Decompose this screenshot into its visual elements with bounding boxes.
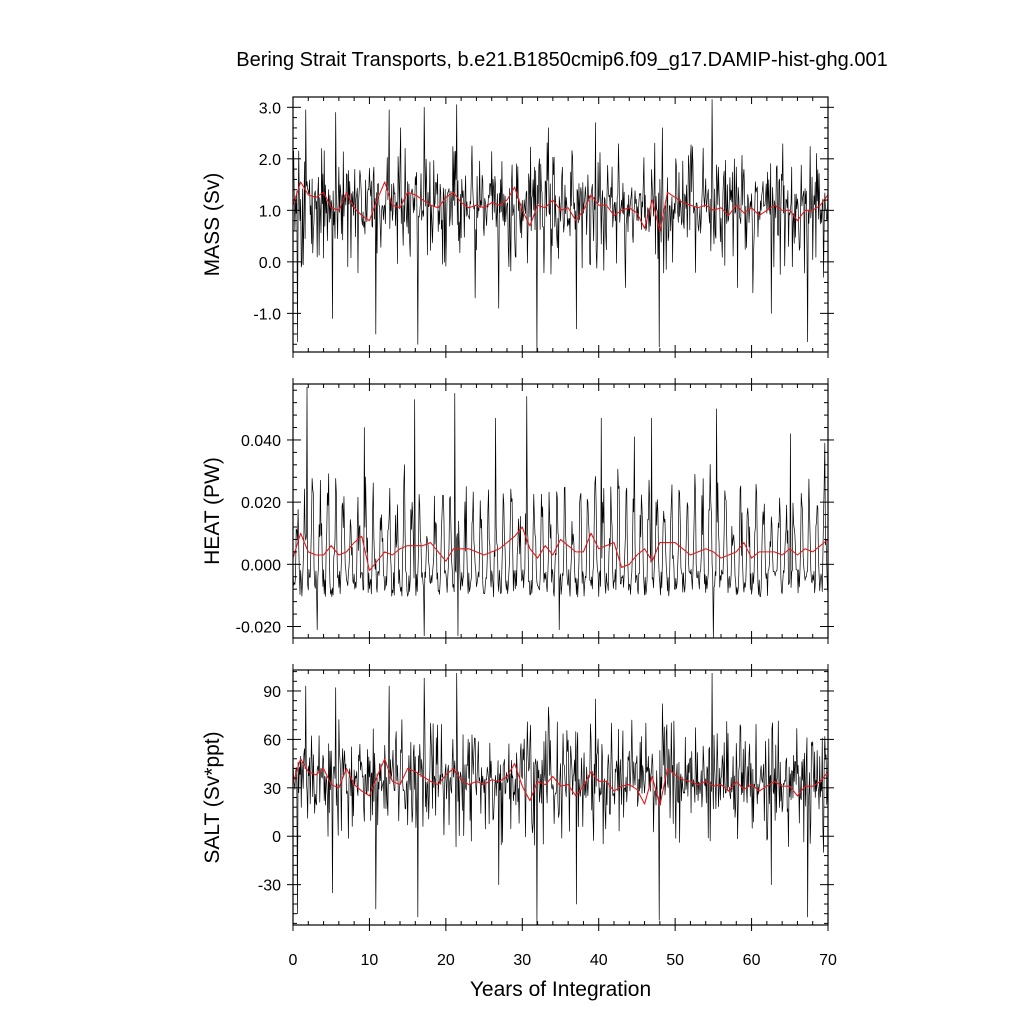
monthly-series-line-panel-2 xyxy=(293,386,828,638)
y-tick-label-panel-3: -30 xyxy=(258,878,281,895)
x-tick-label: 70 xyxy=(819,952,837,969)
x-tick-label: 0 xyxy=(289,952,298,969)
y-axis-label-panel-1: MASS (Sv) xyxy=(201,173,224,277)
annual-mean-line-panel-1 xyxy=(293,181,828,232)
plot-frame-panel-1 xyxy=(292,96,829,353)
y-axis-label-panel-3: SALT (Sv*ppt) xyxy=(201,731,224,863)
y-tick-label-panel-1: -1.0 xyxy=(253,306,281,323)
monthly-series-line-panel-3 xyxy=(293,672,828,925)
y-tick-label-panel-3: 60 xyxy=(263,732,281,749)
panel-1: 3.0 2.0 1.0 0.0 -1.0 MASS (Sv) xyxy=(201,96,834,384)
x-axis-label: Years of Integration xyxy=(470,978,651,1001)
x-tick-label: 30 xyxy=(513,952,531,969)
monthly-series-line-panel-1 xyxy=(293,99,828,352)
panel-3: 90 60 30 0 -30 SALT (Sv*ppt) 0 10 20 30 40 50 60 70 Ye… xyxy=(201,669,837,1001)
y-tick-label-panel-3: 90 xyxy=(263,684,281,701)
x-tick-label: 10 xyxy=(361,952,379,969)
x-tick-label: 50 xyxy=(666,952,684,969)
y-tick-label-panel-2: 0.020 xyxy=(241,495,281,512)
y-tick-label-panel-2: 0.040 xyxy=(241,433,281,450)
y-tick-label-panel-1: 3.0 xyxy=(259,100,281,117)
annual-mean-line-panel-2 xyxy=(293,526,828,572)
y-tick-label-panel-1: 0.0 xyxy=(259,255,281,272)
y-tick-label-panel-1: 2.0 xyxy=(259,152,281,169)
plot-frame-panel-2 xyxy=(292,383,829,639)
plot-frame-panel-3 xyxy=(292,669,829,926)
panels: 3.0 2.0 1.0 0.0 -1.0 MASS (Sv) 0.040 0.020 0.000… xyxy=(201,96,837,1001)
x-tick-label: 40 xyxy=(590,952,608,969)
y-tick-label-panel-2: 0.000 xyxy=(241,557,281,574)
y-tick-label-panel-3: 30 xyxy=(263,781,281,798)
y-tick-label-panel-3: 0 xyxy=(272,829,281,846)
chart-title: Bering Strait Transports, b.e21.B1850cmi… xyxy=(236,49,887,71)
panel-2: 0.040 0.020 0.000 -0.020 HEAT (PW) xyxy=(201,383,834,670)
x-tick-label: 60 xyxy=(743,952,761,969)
y-tick-label-panel-1: 1.0 xyxy=(259,203,281,220)
annual-mean-line-panel-3 xyxy=(293,758,828,807)
y-tick-label-panel-2: -0.020 xyxy=(236,619,281,636)
x-tick-label: 20 xyxy=(437,952,455,969)
y-axis-label-panel-2: HEAT (PW) xyxy=(201,457,224,565)
